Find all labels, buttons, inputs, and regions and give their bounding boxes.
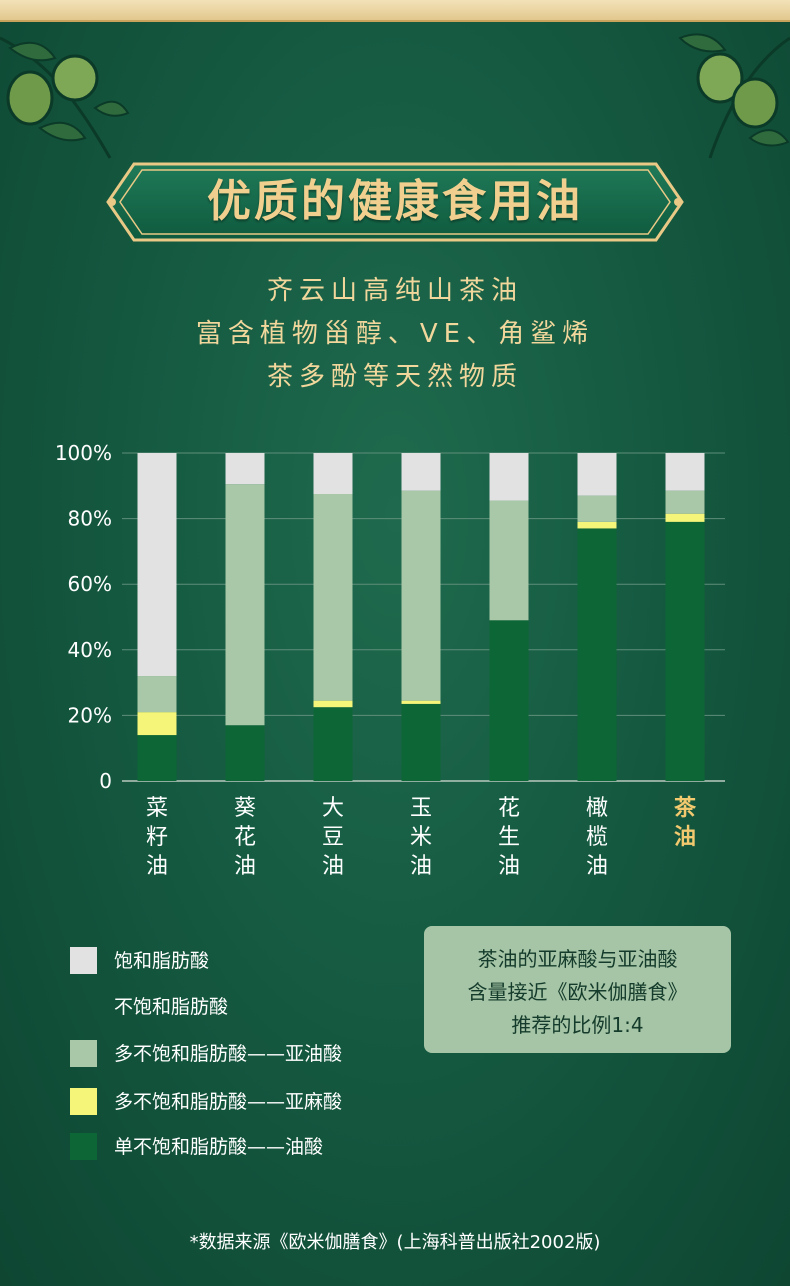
x-tick-label: 橄 — [586, 796, 608, 821]
note-line-3: 推荐的比例1:4 — [511, 1013, 644, 1037]
title-banner: 优质的健康食用油 — [104, 160, 686, 244]
x-tick-label: 籽 — [146, 825, 168, 850]
bar-segment — [577, 495, 617, 522]
bar-segment — [489, 620, 529, 781]
bar-segment — [313, 700, 353, 708]
y-tick-label: 100% — [55, 441, 112, 465]
x-tick-label: 豆 — [322, 825, 344, 850]
note-box: 茶油的亚麻酸与亚油酸 含量接近《欧米伽膳食》 推荐的比例1:4 — [424, 926, 731, 1053]
x-tick-label: 油 — [146, 854, 168, 879]
legend-label: 单不饱和脂肪酸——油酸 — [114, 1136, 324, 1158]
bar-segment — [225, 453, 265, 485]
bar-segment — [313, 453, 353, 494]
bar-segment — [489, 500, 529, 621]
bar-segment — [665, 521, 705, 781]
legend-label: 不饱和脂肪酸 — [114, 996, 229, 1018]
x-tick-label: 油 — [498, 854, 520, 879]
bar-segment — [137, 735, 177, 781]
bar-segment — [401, 700, 441, 704]
bar-segment — [401, 453, 441, 491]
x-tick-label: 玉 — [410, 796, 432, 821]
x-tick-label: 油 — [410, 854, 432, 879]
note-line-1: 茶油的亚麻酸与亚油酸 — [477, 947, 678, 971]
legend-label: 多不饱和脂肪酸——亚油酸 — [114, 1043, 343, 1065]
bar-segment — [225, 725, 265, 781]
bar-segment — [137, 676, 177, 713]
x-tick-label: 花 — [498, 796, 520, 821]
subtitle-line-1: 齐云山高纯山茶油 — [266, 276, 523, 306]
bar-segment — [313, 707, 353, 781]
legend-swatch-linoleic — [70, 1040, 97, 1067]
subtitle-line-2: 富含植物甾醇、VE、角鲨烯 — [195, 319, 595, 349]
bar-segment — [137, 712, 177, 736]
bar-segment — [665, 513, 705, 522]
x-tick-label: 花 — [234, 825, 256, 850]
legend-swatch-saturated — [70, 947, 97, 974]
y-tick-label: 60% — [68, 572, 112, 596]
bar-segment — [313, 494, 353, 701]
page-title: 优质的健康食用油 — [207, 176, 583, 227]
x-tick-label: 茶 — [674, 796, 697, 821]
olive-branch-right-icon — [678, 33, 790, 159]
banner-frame-icon — [106, 162, 684, 242]
bar-segment — [665, 453, 705, 491]
bar-segment — [137, 453, 177, 677]
data-source-footnote: *数据来源《欧米伽膳食》(上海科普出版社2002版) — [189, 1232, 601, 1253]
top-gold-band — [0, 0, 790, 22]
x-tick-label: 榄 — [586, 825, 608, 850]
bar-segment — [577, 528, 617, 781]
bar-segment — [489, 453, 529, 501]
legend-label: 饱和脂肪酸 — [114, 950, 210, 972]
y-tick-label: 20% — [68, 703, 112, 727]
bar-segment — [577, 453, 617, 496]
bar-segment — [401, 703, 441, 781]
x-tick-label: 大 — [322, 796, 344, 821]
x-tick-label: 米 — [410, 825, 432, 850]
bar-segment — [225, 484, 265, 726]
x-tick-label: 油 — [586, 854, 608, 879]
x-tick-label: 菜 — [146, 796, 168, 821]
x-tick-label: 油 — [234, 854, 256, 879]
x-tick-label: 油 — [674, 825, 696, 850]
y-tick-label: 40% — [68, 638, 112, 662]
note-line-2: 含量接近《欧米伽膳食》 — [467, 980, 688, 1004]
x-tick-label: 生 — [498, 825, 520, 850]
bar-segment — [577, 521, 617, 529]
bar-segment — [665, 490, 705, 514]
bar-segment — [401, 490, 441, 701]
y-tick-label: 80% — [68, 507, 112, 531]
legend-label: 多不饱和脂肪酸——亚麻酸 — [114, 1091, 343, 1113]
x-tick-label: 葵 — [234, 796, 256, 821]
subtitle-line-3: 茶多酚等天然物质 — [266, 362, 523, 392]
olive-branch-left-icon — [0, 36, 130, 159]
y-tick-label: 0 — [99, 769, 112, 793]
x-tick-label: 油 — [322, 854, 344, 879]
legend-swatch-linolenic — [70, 1088, 97, 1115]
legend-swatch-oleic — [70, 1133, 97, 1160]
